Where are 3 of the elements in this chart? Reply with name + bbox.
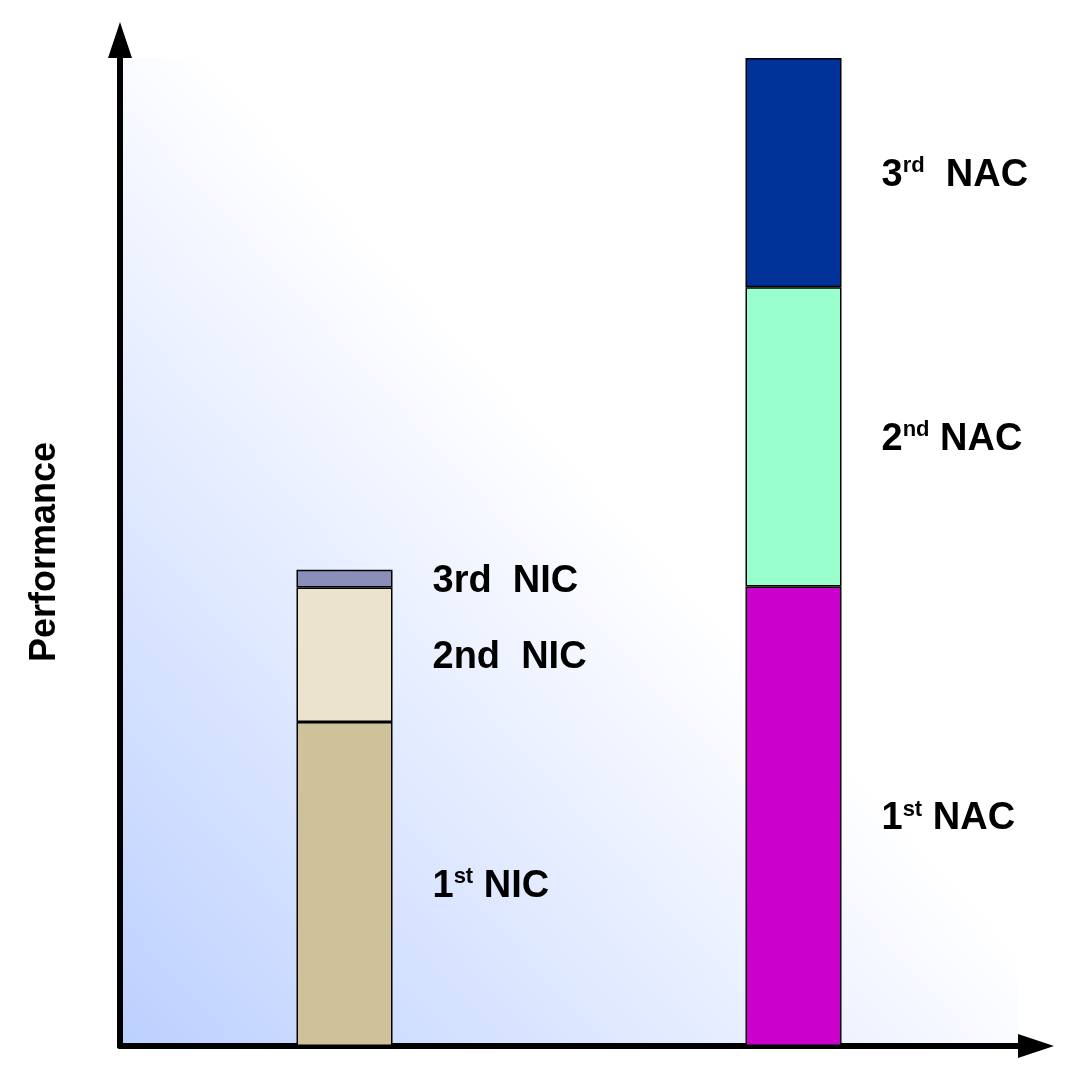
y-axis-title: Performance bbox=[21, 441, 63, 663]
series-label: 2nd NIC bbox=[432, 633, 587, 676]
series-label: 3rd NIC bbox=[432, 557, 579, 600]
